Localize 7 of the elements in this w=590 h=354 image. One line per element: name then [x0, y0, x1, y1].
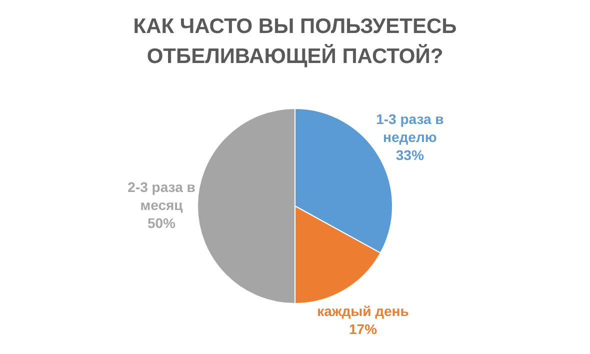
data-label: 33%: [396, 146, 424, 163]
data-label: 50%: [147, 214, 176, 231]
chart-title: КАК ЧАСТО ВЫ ПОЛЬЗУЕТЕСЬ ОТБЕЛИВАЮЩЕЙ ПАСТОЙ?: [132, 14, 458, 70]
slice-label: 1-3 раза в неделю: [376, 110, 444, 145]
data-label: 17%: [348, 320, 378, 337]
slice-label: каждый день: [317, 302, 410, 319]
slice-label: 2-3 раза в месяц: [128, 178, 196, 213]
